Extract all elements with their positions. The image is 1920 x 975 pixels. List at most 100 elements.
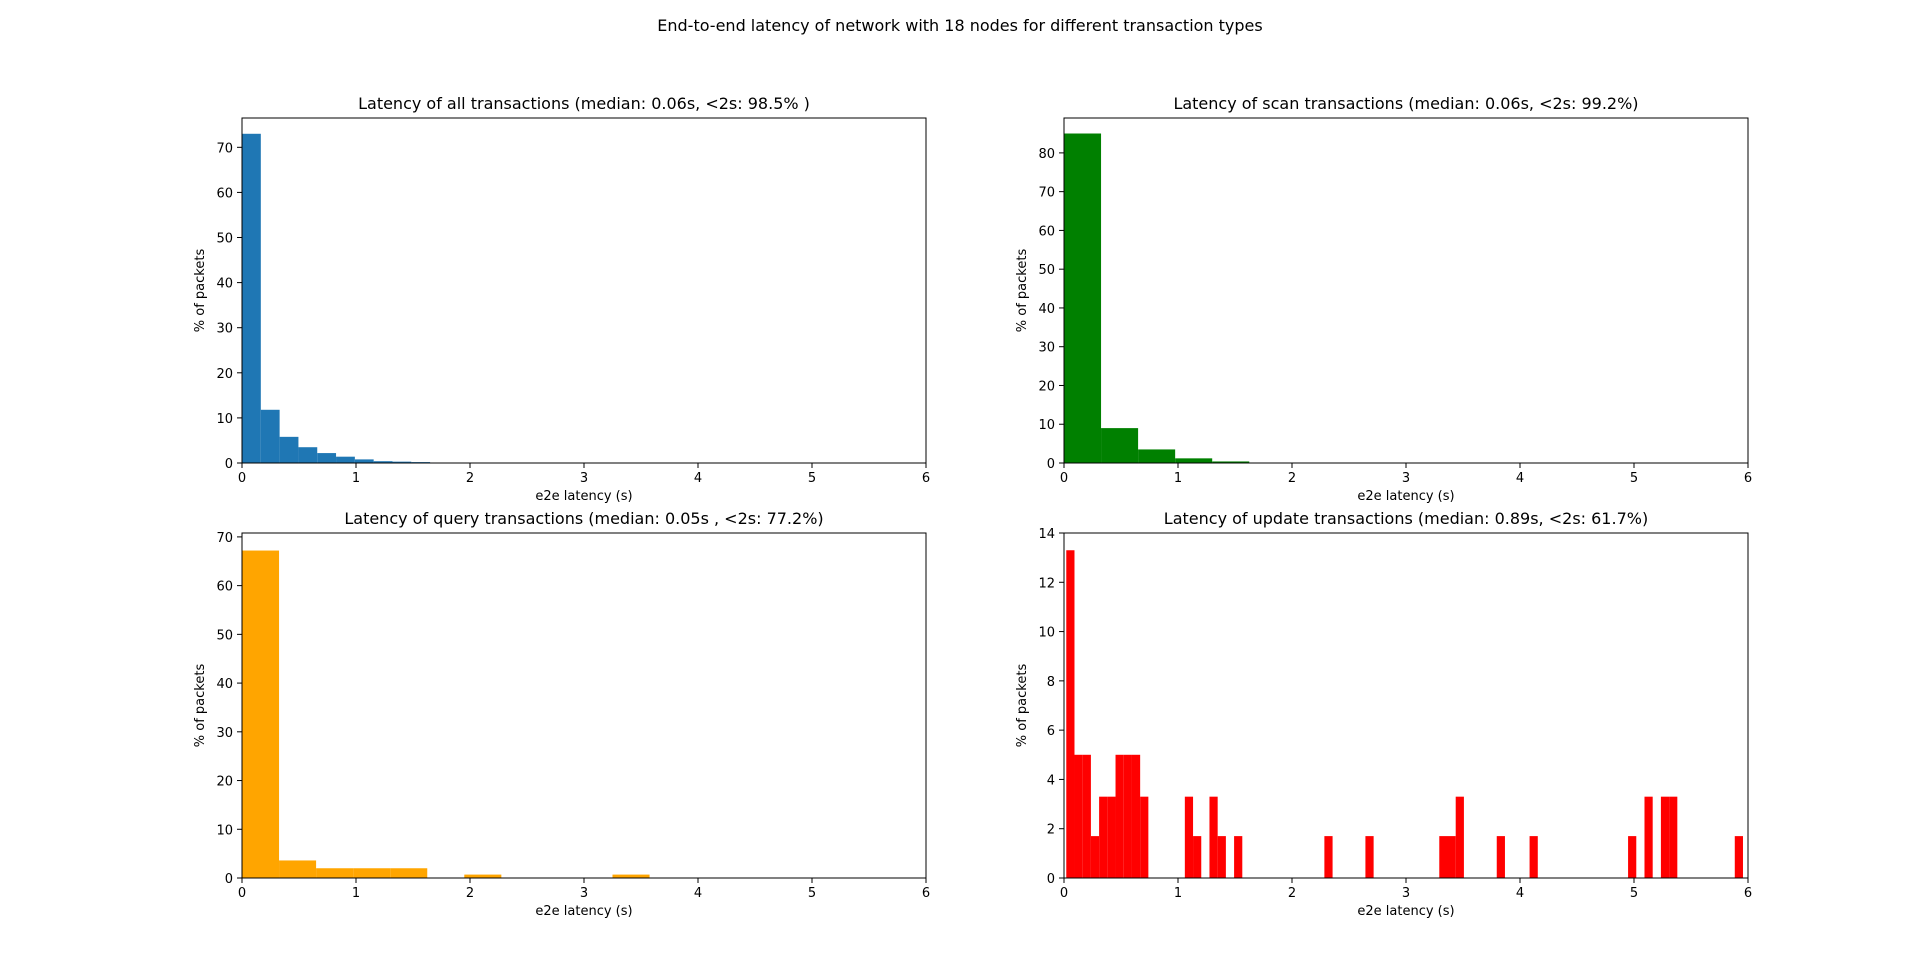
y-tick-label: 2 xyxy=(1047,823,1055,838)
histogram-bar xyxy=(1324,836,1333,878)
subplot-title: Latency of all transactions (median: 0.0… xyxy=(358,94,810,113)
histogram-bar xyxy=(316,868,354,878)
x-tick-label: 5 xyxy=(808,471,816,486)
y-tick-label: 6 xyxy=(1047,724,1055,739)
y-tick-label: 70 xyxy=(1038,186,1055,201)
y-axis-label: % of packets xyxy=(1015,664,1030,748)
histogram-bar xyxy=(1066,550,1075,878)
y-tick-label: 10 xyxy=(216,823,233,838)
x-axis-label: e2e latency (s) xyxy=(535,489,632,504)
histogram-bar xyxy=(1447,836,1456,878)
y-tick-label: 60 xyxy=(216,580,233,595)
histogram-bar xyxy=(464,874,502,878)
x-tick-label: 4 xyxy=(1516,471,1524,486)
subplot-scan-transactions: Latency of scan transactions (median: 0.… xyxy=(1015,94,1752,504)
y-axis-ticks: 0 10 20 30 40 50 60 70 80 xyxy=(1038,147,1064,472)
x-tick-label: 1 xyxy=(1174,886,1182,901)
y-axis-ticks: 0 10 20 30 40 50 60 70 xyxy=(216,141,242,472)
histogram-bar xyxy=(1529,836,1538,878)
histogram-bar xyxy=(1669,796,1678,878)
histogram-bar xyxy=(298,447,318,463)
histogram-bar xyxy=(1074,754,1083,878)
histogram-bar xyxy=(1734,836,1743,878)
x-tick-label: 6 xyxy=(922,471,930,486)
subplot-update-transactions: Latency of update transactions (median: … xyxy=(1015,509,1752,919)
x-tick-label: 6 xyxy=(922,886,930,901)
y-tick-label: 14 xyxy=(1038,527,1055,542)
x-tick-label: 6 xyxy=(1744,886,1752,901)
histogram-bar xyxy=(1234,836,1243,878)
y-tick-label: 10 xyxy=(1038,418,1055,433)
x-axis-ticks: 0 1 2 3 4 5 6 xyxy=(1060,878,1752,901)
x-tick-label: 3 xyxy=(580,886,588,901)
histogram-bar xyxy=(1140,796,1149,878)
subplot-query-transactions: Latency of query transactions (median: 0… xyxy=(193,509,930,919)
x-tick-label: 3 xyxy=(1402,471,1410,486)
y-axis-ticks: 0 10 20 30 40 50 60 70 xyxy=(216,531,242,887)
x-tick-label: 1 xyxy=(1174,471,1182,486)
y-tick-label: 80 xyxy=(1038,147,1055,162)
histogram-bars xyxy=(242,133,468,464)
histogram-bar xyxy=(1628,836,1637,878)
y-tick-label: 0 xyxy=(1047,457,1055,472)
histogram-bar xyxy=(1439,836,1448,878)
histogram-bar xyxy=(1099,796,1108,878)
x-axis-label: e2e latency (s) xyxy=(535,904,632,919)
y-tick-label: 0 xyxy=(1047,872,1055,887)
y-tick-label: 4 xyxy=(1047,773,1055,788)
y-tick-label: 12 xyxy=(1038,576,1055,591)
x-tick-label: 4 xyxy=(694,471,702,486)
y-tick-label: 20 xyxy=(216,775,233,790)
histogram-bar xyxy=(279,436,299,463)
histogram-bar xyxy=(1209,796,1218,878)
subplot-all-transactions: Latency of all transactions (median: 0.0… xyxy=(193,94,930,504)
histogram-bar xyxy=(1064,133,1102,463)
histogram-bar xyxy=(354,459,374,463)
y-tick-label: 8 xyxy=(1047,675,1055,690)
histogram-bar xyxy=(1101,428,1139,463)
y-tick-label: 40 xyxy=(216,277,233,292)
histogram-bar xyxy=(317,453,337,463)
histogram-bar xyxy=(1175,458,1213,463)
histogram-bar xyxy=(242,550,280,878)
histogram-bar xyxy=(1131,754,1141,878)
x-tick-label: 3 xyxy=(580,471,588,486)
histogram-bar xyxy=(1496,836,1505,878)
histogram-bar xyxy=(242,133,261,464)
y-tick-label: 30 xyxy=(216,726,233,741)
x-tick-label: 3 xyxy=(1402,886,1410,901)
y-tick-label: 10 xyxy=(216,412,233,427)
x-tick-label: 6 xyxy=(1744,471,1752,486)
x-tick-label: 2 xyxy=(1288,471,1296,486)
histogram-bar xyxy=(1217,836,1226,878)
x-tick-label: 0 xyxy=(1060,886,1068,901)
figure-suptitle: End-to-end latency of network with 18 no… xyxy=(657,16,1262,35)
histogram-bar xyxy=(1660,796,1670,878)
histogram-bar xyxy=(1365,836,1374,878)
y-tick-label: 20 xyxy=(216,367,233,382)
x-tick-label: 0 xyxy=(238,886,246,901)
histogram-bar xyxy=(260,409,280,463)
y-tick-label: 10 xyxy=(1038,626,1055,641)
histogram-bar xyxy=(1115,754,1124,878)
histogram-bar xyxy=(390,868,428,878)
x-tick-label: 2 xyxy=(466,886,474,901)
y-tick-label: 40 xyxy=(1038,302,1055,317)
histogram-bar xyxy=(1184,796,1194,878)
y-tick-label: 70 xyxy=(216,531,233,546)
x-tick-label: 0 xyxy=(238,471,246,486)
x-tick-label: 5 xyxy=(808,886,816,901)
x-tick-label: 1 xyxy=(352,886,360,901)
histogram-bar xyxy=(1107,796,1116,878)
y-axis-ticks: 0 2 4 6 8 10 12 14 xyxy=(1038,527,1064,887)
histogram-bar xyxy=(1644,796,1653,878)
x-tick-label: 1 xyxy=(352,471,360,486)
axes-frame xyxy=(241,117,927,464)
y-tick-label: 30 xyxy=(1038,341,1055,356)
histogram-bar xyxy=(1138,449,1176,463)
x-tick-label: 2 xyxy=(466,471,474,486)
y-tick-label: 50 xyxy=(216,232,233,247)
histogram-bar xyxy=(279,860,317,878)
histogram-bars xyxy=(242,550,650,878)
